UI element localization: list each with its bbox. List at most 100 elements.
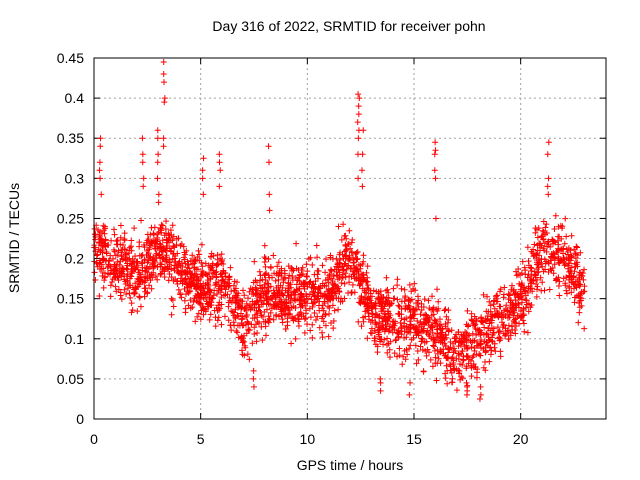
data-point — [319, 329, 326, 336]
data-point — [266, 207, 273, 214]
data-point — [234, 300, 241, 307]
data-point — [319, 292, 326, 299]
data-point — [314, 254, 321, 261]
data-point — [243, 300, 250, 307]
data-point — [460, 356, 467, 363]
data-point — [540, 218, 547, 225]
data-point — [500, 313, 507, 320]
data-point — [367, 329, 374, 336]
data-point — [468, 316, 475, 323]
data-point — [358, 323, 365, 330]
data-point — [552, 277, 559, 284]
data-point — [544, 238, 551, 245]
data-point — [348, 239, 355, 246]
data-point — [357, 300, 364, 307]
data-point — [258, 312, 265, 319]
data-point — [208, 253, 215, 260]
data-point — [128, 243, 135, 250]
data-point — [511, 316, 518, 323]
data-point — [357, 265, 364, 272]
data-point — [102, 237, 109, 244]
data-point — [99, 256, 106, 263]
data-point — [434, 360, 441, 367]
data-point — [517, 271, 524, 278]
data-point — [146, 254, 153, 261]
data-point — [154, 236, 161, 243]
data-point — [374, 343, 381, 350]
data-point — [541, 247, 548, 254]
data-point — [141, 293, 148, 300]
data-point — [289, 277, 296, 284]
data-point — [233, 294, 240, 301]
data-point — [362, 299, 369, 306]
data-point — [430, 342, 437, 349]
data-point — [251, 330, 258, 337]
data-point — [222, 269, 229, 276]
data-point — [511, 309, 518, 316]
data-point — [350, 259, 357, 266]
data-point — [258, 297, 265, 304]
data-point — [282, 305, 289, 312]
data-point — [267, 309, 274, 316]
data-point — [433, 377, 440, 384]
data-point — [155, 151, 162, 158]
data-point — [484, 293, 491, 300]
data-point — [354, 119, 361, 126]
data-point — [221, 313, 228, 320]
data-point — [239, 322, 246, 329]
data-point — [263, 332, 270, 339]
data-point — [114, 270, 121, 277]
data-point — [432, 147, 439, 154]
data-point — [163, 256, 170, 263]
data-point — [168, 295, 175, 302]
data-point — [559, 223, 566, 230]
data-point — [279, 319, 286, 326]
data-point — [246, 288, 253, 295]
data-point — [524, 244, 531, 251]
data-point — [301, 316, 308, 323]
data-point — [278, 312, 285, 319]
data-point — [154, 175, 161, 182]
data-point — [413, 328, 420, 335]
data-point — [96, 159, 103, 166]
data-point — [422, 311, 429, 318]
data-point — [287, 299, 294, 306]
data-point — [235, 290, 242, 297]
data-point — [568, 232, 575, 239]
data-point — [113, 288, 120, 295]
data-point — [410, 334, 417, 341]
data-point — [322, 269, 329, 276]
data-point — [539, 279, 546, 286]
data-point — [265, 256, 272, 263]
data-point — [581, 288, 588, 295]
data-point — [143, 252, 150, 259]
data-point — [346, 227, 353, 234]
data-point — [341, 295, 348, 302]
data-point — [544, 183, 551, 190]
data-point — [138, 252, 145, 259]
data-point — [275, 292, 282, 299]
data-point — [534, 261, 541, 268]
data-point — [499, 319, 506, 326]
data-point — [144, 231, 151, 238]
data-point — [297, 309, 304, 316]
data-point — [459, 361, 466, 368]
data-point — [187, 268, 194, 275]
data-point — [417, 343, 424, 350]
data-point — [464, 307, 471, 314]
data-point — [214, 290, 221, 297]
data-point — [284, 322, 291, 329]
data-point — [343, 266, 350, 273]
data-point — [297, 272, 304, 279]
data-point — [360, 318, 367, 325]
data-point — [177, 242, 184, 249]
data-point — [293, 240, 300, 247]
data-point — [294, 312, 301, 319]
data-point — [415, 303, 422, 310]
data-point — [571, 260, 578, 267]
data-point — [139, 267, 146, 274]
data-point — [94, 251, 101, 258]
data-point — [192, 318, 199, 325]
data-point — [113, 263, 120, 270]
data-point — [136, 271, 143, 278]
